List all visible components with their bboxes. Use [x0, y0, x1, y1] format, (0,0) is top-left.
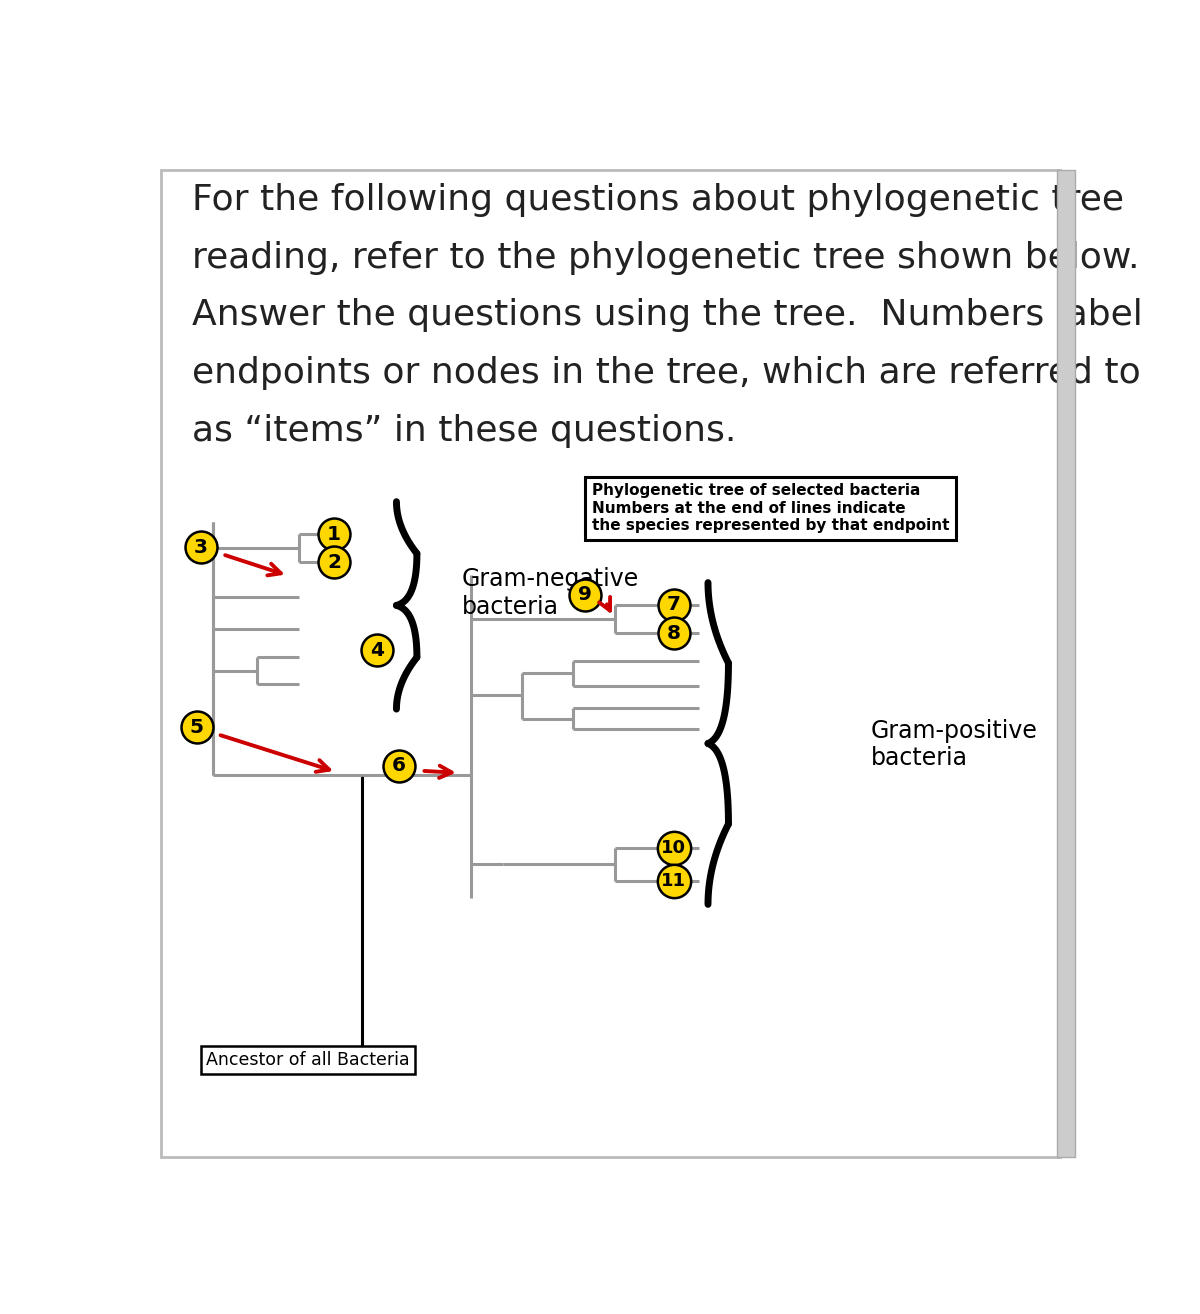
Text: Phylogenetic tree of selected bacteria
Numbers at the end of lines indicate
the : Phylogenetic tree of selected bacteria N… [592, 484, 949, 533]
Text: 2: 2 [328, 553, 341, 572]
Text: For the following questions about phylogenetic tree: For the following questions about phylog… [192, 183, 1124, 217]
Text: 4: 4 [370, 641, 384, 660]
Text: 9: 9 [578, 585, 592, 604]
Text: reading, refer to the phylogenetic tree shown below.: reading, refer to the phylogenetic tree … [192, 240, 1139, 275]
Text: 6: 6 [392, 757, 407, 775]
Text: Answer the questions using the tree.  Numbers label: Answer the questions using the tree. Num… [192, 298, 1142, 332]
Text: 1: 1 [328, 524, 341, 544]
Text: 8: 8 [666, 624, 680, 643]
Text: 10: 10 [661, 838, 686, 857]
Text: 7: 7 [666, 595, 680, 615]
Text: 5: 5 [190, 717, 204, 737]
Text: 11: 11 [661, 872, 686, 890]
Text: Gram-positive
bacteria: Gram-positive bacteria [871, 719, 1038, 770]
Bar [1057, 170, 1075, 1158]
Text: 3: 3 [194, 537, 208, 557]
Text: Ancestor of all Bacteria: Ancestor of all Bacteria [206, 1051, 410, 1070]
Text: Gram-negative
bacteria: Gram-negative bacteria [462, 566, 638, 619]
Text: as “items” in these questions.: as “items” in these questions. [192, 414, 737, 448]
Text: endpoints or nodes in the tree, which are referred to: endpoints or nodes in the tree, which ar… [192, 356, 1140, 390]
